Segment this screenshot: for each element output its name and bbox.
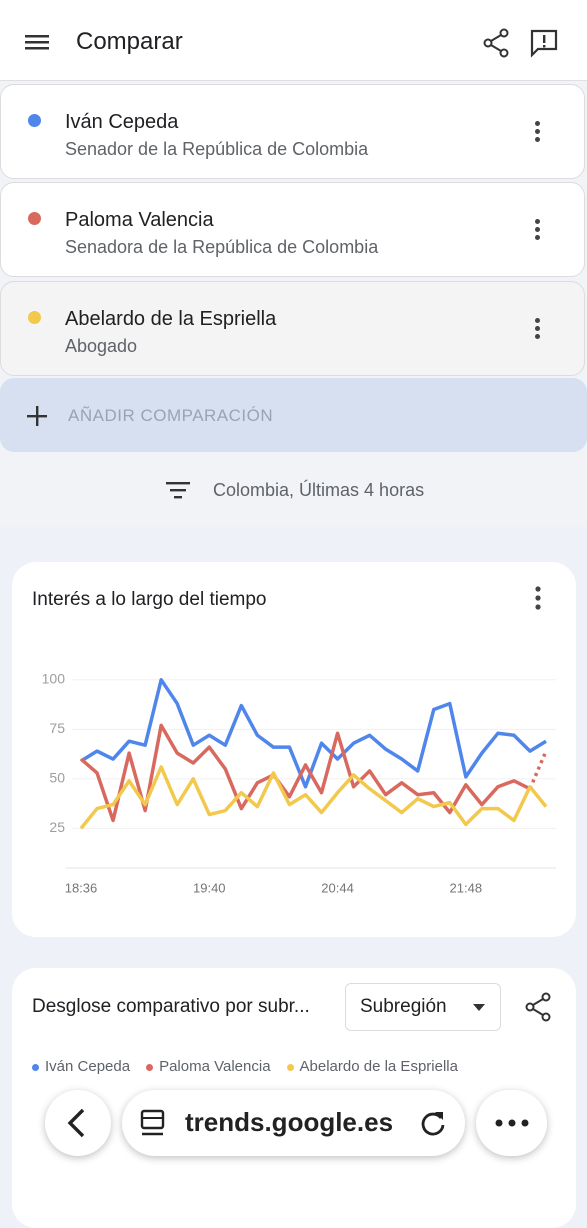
back-button[interactable]: [45, 1090, 111, 1156]
series-dot: [28, 212, 41, 225]
legend-label: Paloma Valencia: [159, 1058, 271, 1075]
back-icon: [67, 1108, 85, 1138]
x-tick-label: 20:44: [321, 880, 354, 895]
legend-dot: [286, 1063, 294, 1071]
breakdown-title: Desglose comparativo por subr...: [32, 996, 310, 1017]
more-button[interactable]: [535, 219, 541, 243]
term-subtitle: Senadora de la República de Colombia: [65, 237, 379, 257]
filter-icon: [166, 482, 190, 499]
legend: Iván Cepeda Paloma Valencia Abelardo de la…: [32, 1058, 458, 1075]
term-name: Abelardo de la Espriella: [65, 308, 277, 330]
y-tick-label: 50: [49, 770, 65, 786]
plus-icon: [27, 406, 47, 426]
y-tick-label: 25: [49, 819, 65, 835]
more-menu-button[interactable]: [476, 1090, 547, 1156]
feedback-icon[interactable]: [529, 28, 559, 58]
share-icon[interactable]: [524, 992, 554, 1022]
comparison-card[interactable]: Iván Cepeda Senador de la República de C…: [0, 84, 585, 179]
x-tick-label: 21:48: [450, 880, 483, 895]
x-tick-label: 18:36: [65, 880, 98, 895]
series-line: [79, 765, 548, 830]
comparison-card[interactable]: Paloma Valencia Senadora de la República…: [0, 182, 585, 277]
x-tick-label: 19:40: [193, 880, 226, 895]
more-icon: [495, 1119, 529, 1127]
chart-title: Interés a lo largo del tiempo: [32, 589, 266, 610]
series-line: [80, 678, 547, 789]
legend-dot: [32, 1063, 39, 1071]
series-dot: [28, 311, 41, 324]
term-name: Paloma Valencia: [65, 209, 214, 231]
page-icon: [140, 1109, 165, 1136]
y-tick-label: 100: [42, 671, 66, 687]
top-bar: Comparar: [0, 0, 587, 81]
add-comparison-label: AÑADIR COMPARACIÓN: [68, 406, 274, 425]
dropdown-arrow: [473, 1004, 485, 1011]
legend-label: Abelardo de la Espriella: [299, 1058, 458, 1075]
more-button[interactable]: [535, 318, 541, 342]
series-line: [79, 723, 531, 823]
term-subtitle: Senador de la República de Colombia: [65, 139, 369, 159]
url-text: trends.google.es: [185, 1107, 394, 1137]
legend-dot: [146, 1063, 154, 1071]
series-line-partial: [528, 750, 548, 790]
filter-row[interactable]: Colombia, Últimas 4 horas: [0, 470, 587, 510]
url-bar[interactable]: trends.google.es: [122, 1090, 465, 1156]
reload-icon[interactable]: [418, 1108, 448, 1138]
series-dot: [28, 114, 41, 127]
menu-icon[interactable]: [22, 30, 52, 54]
filter-label: Colombia, Últimas 4 horas: [213, 480, 425, 500]
region-dropdown[interactable]: Subregión: [345, 983, 501, 1031]
more-button[interactable]: [535, 121, 541, 145]
legend-label: Iván Cepeda: [45, 1058, 131, 1075]
page-title: Comparar: [76, 28, 183, 55]
chart-card: [12, 562, 576, 937]
add-comparison-button[interactable]: AÑADIR COMPARACIÓN: [0, 378, 587, 452]
term-subtitle: Abogado: [65, 336, 138, 356]
comparison-card[interactable]: Abelardo de la Espriella Abogado: [0, 281, 585, 376]
dropdown-label: Subregión: [360, 996, 447, 1017]
term-name: Iván Cepeda: [65, 111, 179, 133]
share-icon[interactable]: [482, 28, 512, 58]
chart: Interés a lo largo del tiempo 25 50 75 100 1…: [32, 586, 556, 895]
y-tick-label: 75: [49, 720, 65, 736]
